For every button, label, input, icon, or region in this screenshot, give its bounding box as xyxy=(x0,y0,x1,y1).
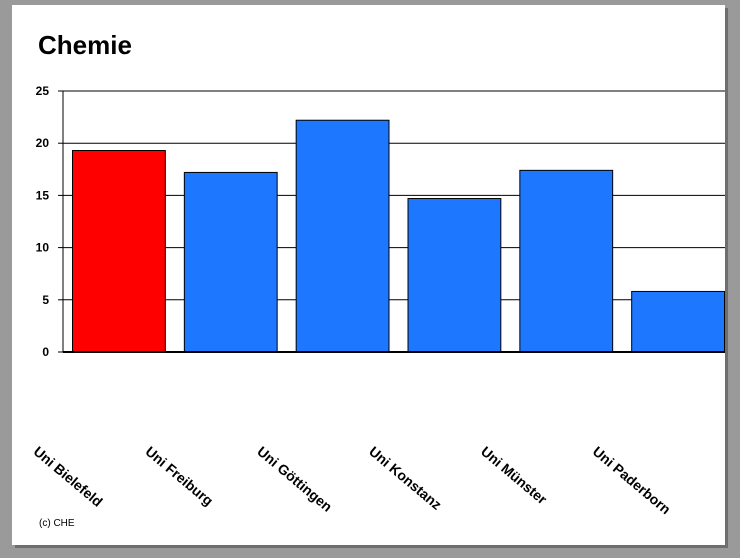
copyright-text: (c) CHE xyxy=(39,518,75,529)
bar xyxy=(631,290,725,353)
y-tick-label: 20 xyxy=(36,136,50,150)
bar xyxy=(519,169,614,353)
bar xyxy=(183,171,278,353)
x-category-label: Uni Konstanz xyxy=(366,443,445,513)
y-tick-label: 25 xyxy=(36,84,50,98)
bars xyxy=(72,119,725,353)
chart-title: Chemie xyxy=(38,30,132,60)
bar xyxy=(295,119,390,353)
y-axis-ticks: 0 5 10 15 20 25 xyxy=(36,84,63,359)
grid-lines xyxy=(63,142,725,301)
y-tick-label: 0 xyxy=(42,345,49,359)
x-axis-labels: Uni Bielefeld Uni Freiburg Uni Göttingen Un… xyxy=(31,443,674,517)
bar xyxy=(407,198,502,353)
bar-chart: Chemie 0 5 10 15 20 25 Uni Bielefeld Uni Freib… xyxy=(31,30,725,529)
x-category-label: Uni Bielefeld xyxy=(31,443,106,510)
x-category-label: Uni Göttingen xyxy=(254,443,335,515)
x-category-label: Uni Paderborn xyxy=(590,443,674,517)
y-tick-label: 5 xyxy=(42,293,49,307)
x-category-label: Uni Münster xyxy=(478,443,551,508)
y-tick-label: 15 xyxy=(36,188,50,202)
bar xyxy=(72,150,166,353)
plot-area xyxy=(62,90,725,353)
y-tick-label: 10 xyxy=(36,241,50,255)
x-category-label: Uni Freiburg xyxy=(142,443,216,509)
chart-frame: Chemie 0 5 10 15 20 25 Uni Bielefeld Uni Freib… xyxy=(12,5,725,545)
